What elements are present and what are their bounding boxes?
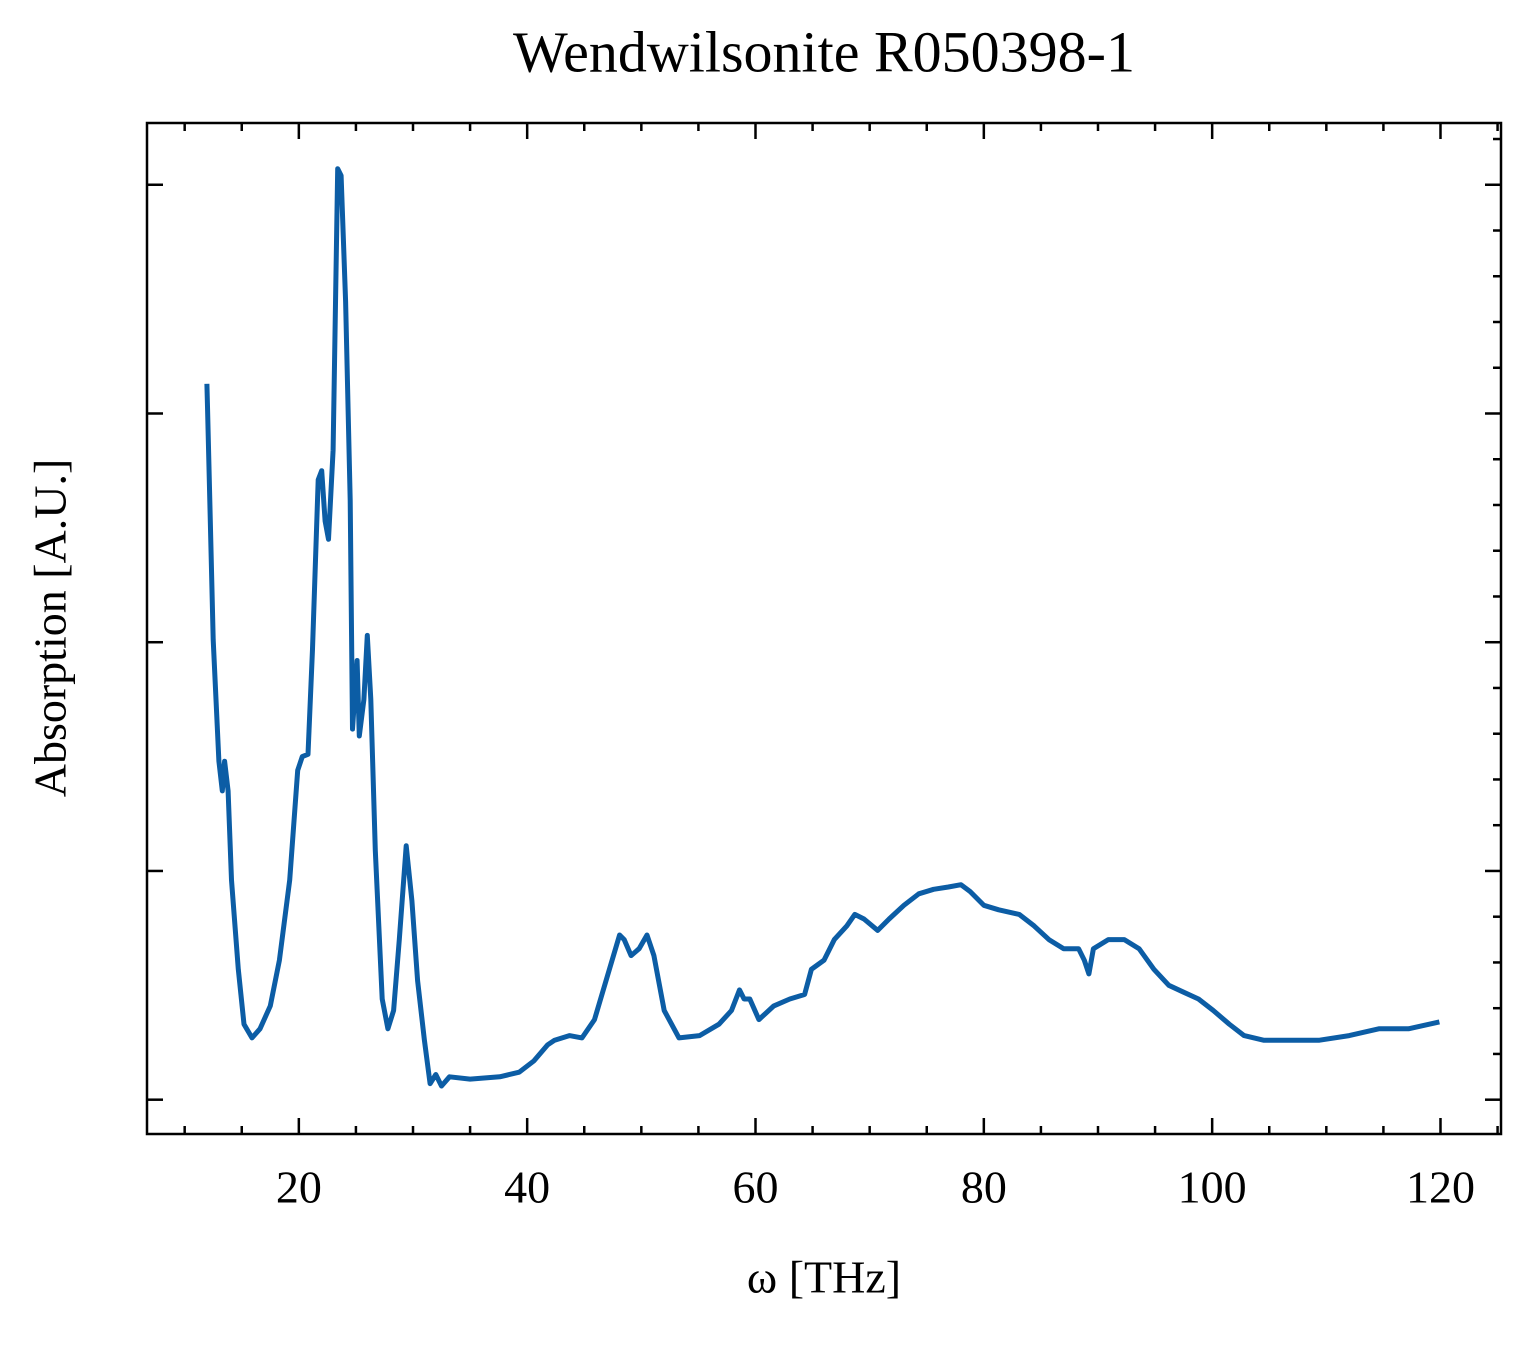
x-tick-label: 40 [504,1162,550,1213]
chart-title: Wendwilsonite R050398-1 [513,19,1135,84]
x-tick-label: 80 [961,1162,1007,1213]
plot-frame [145,121,1503,1136]
x-tick-label: 20 [276,1162,322,1213]
x-tick-label: 60 [733,1162,779,1213]
x-axis-label: ω [THz] [747,1252,901,1303]
y-axis-label: Absorption [A.U.] [25,459,76,798]
data-line [204,166,1440,1089]
x-tick-label: 120 [1406,1162,1475,1213]
x-tick-label: 100 [1178,1162,1247,1213]
